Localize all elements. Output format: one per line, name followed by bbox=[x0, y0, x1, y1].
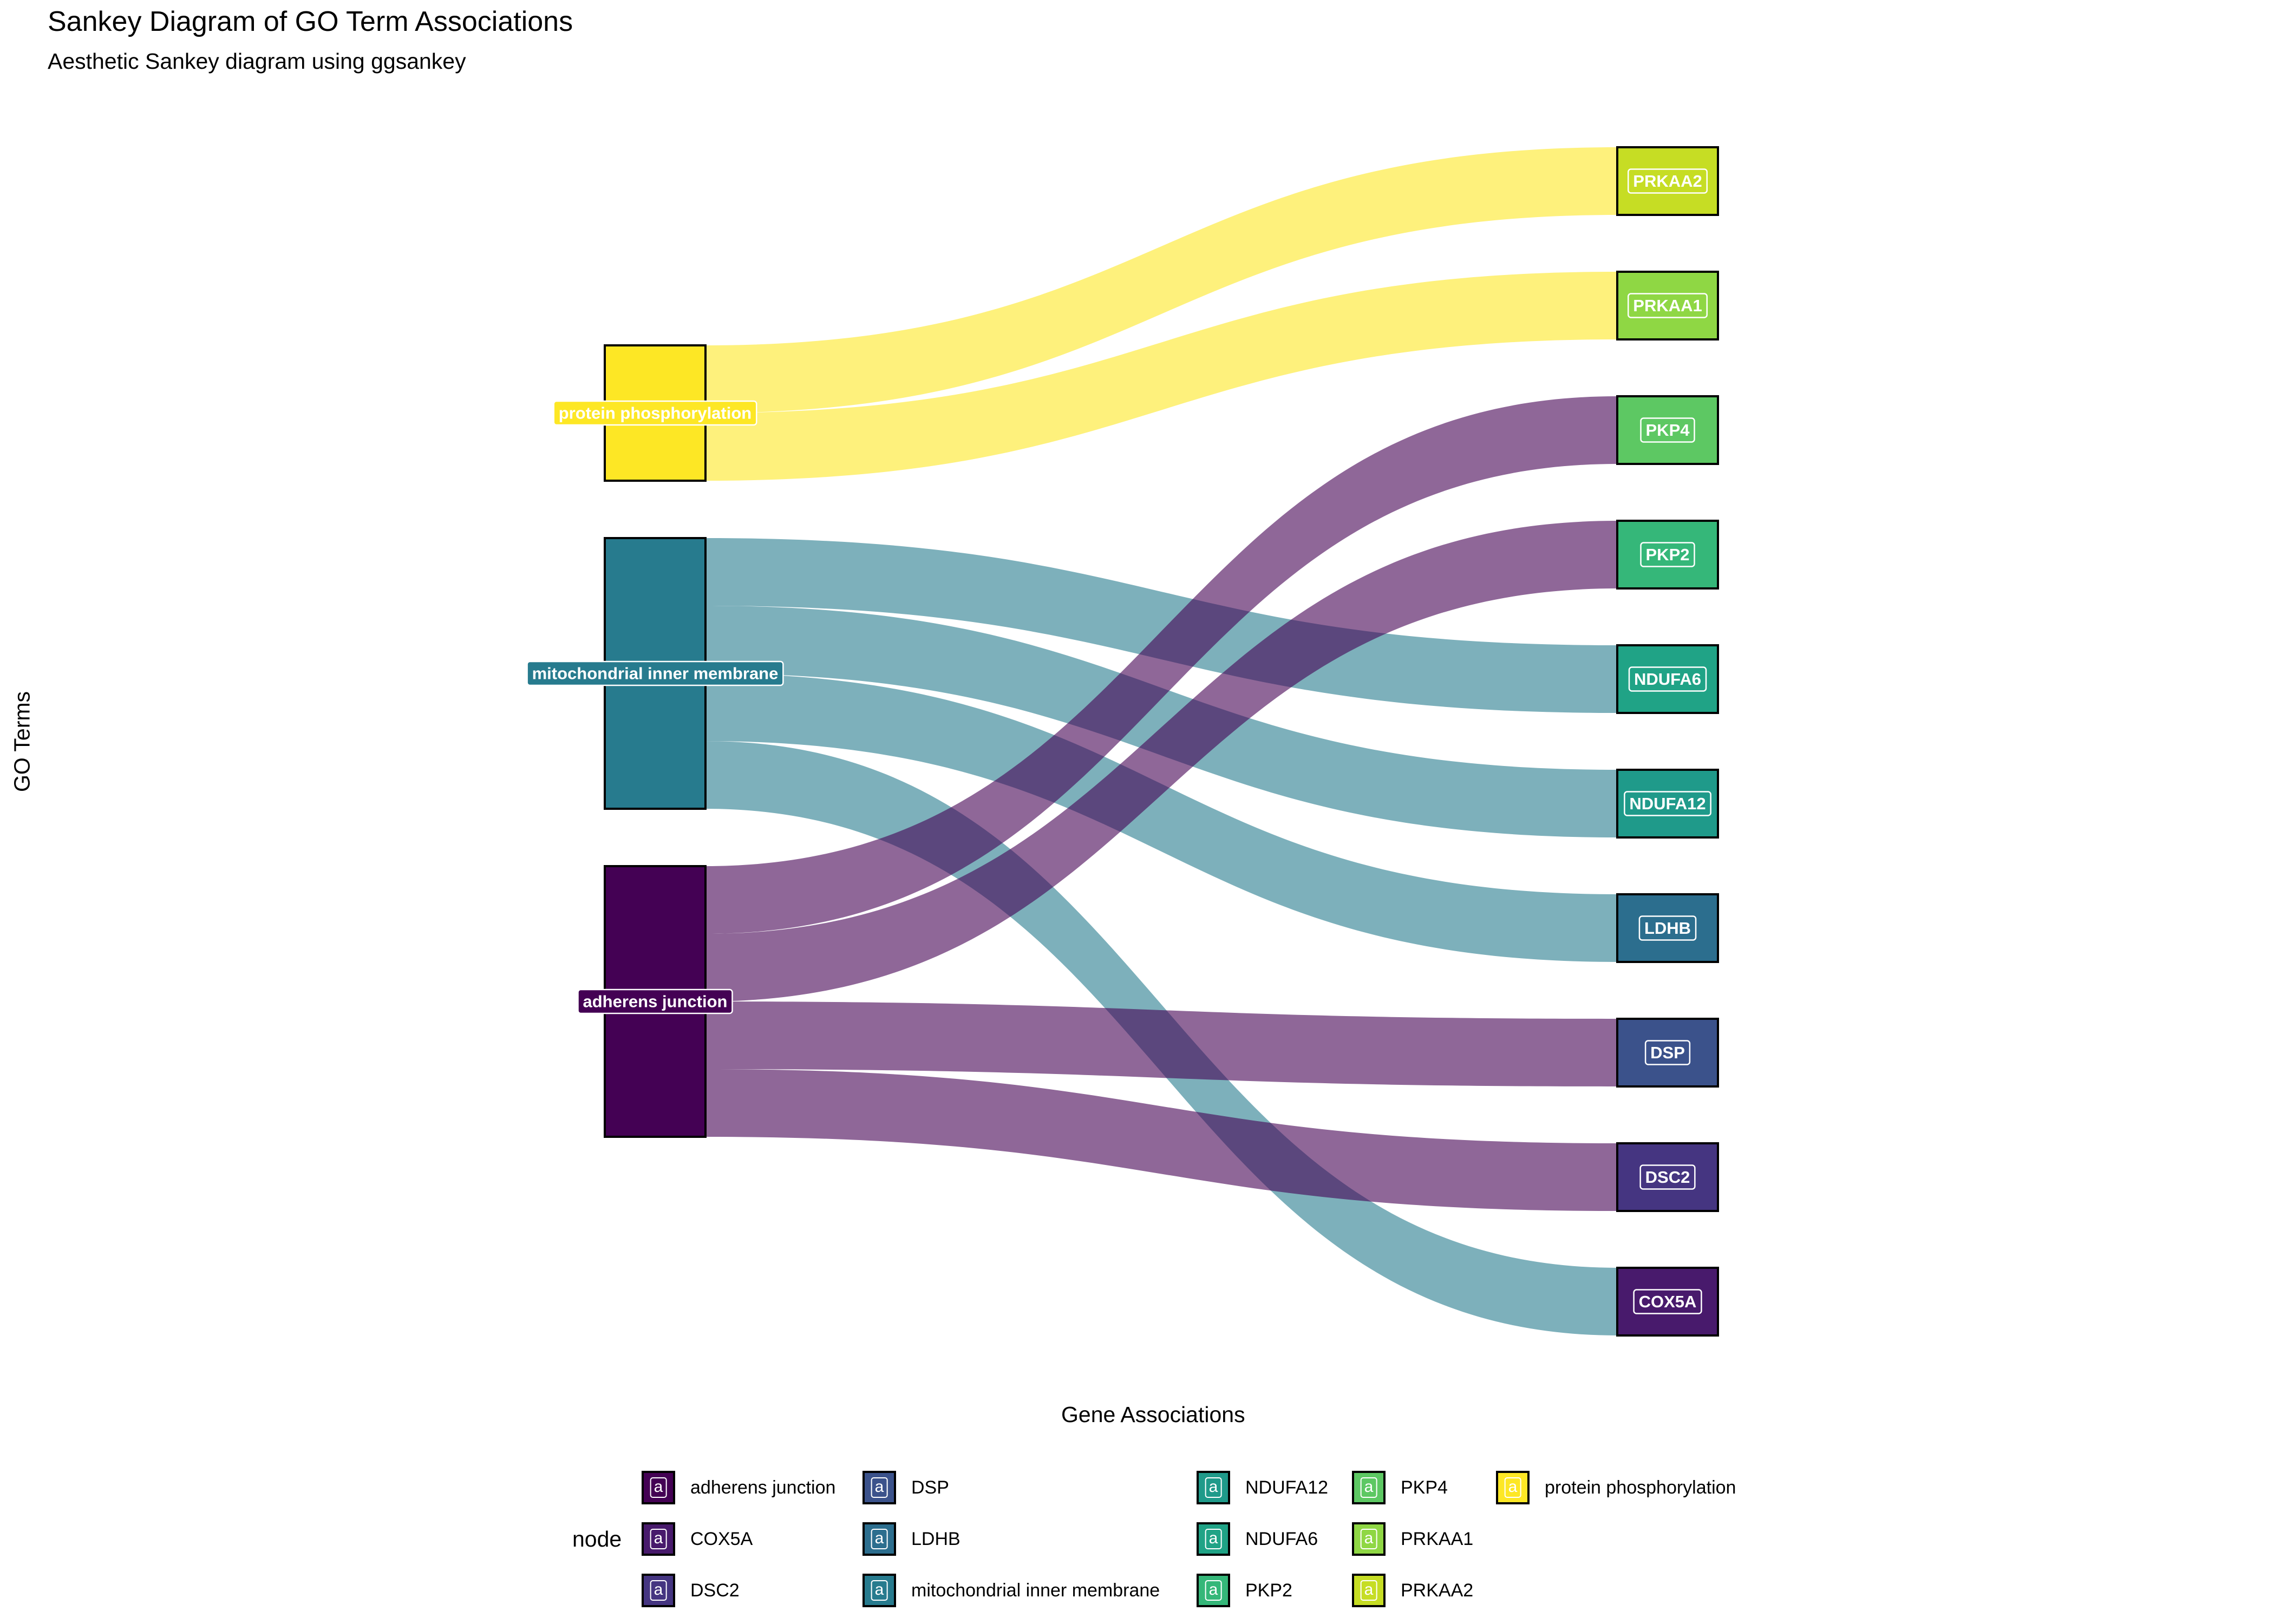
flow-adherens-junction-to-dsp bbox=[705, 1001, 1617, 1086]
legend-item-pkp2: a PKP2 bbox=[1197, 1571, 1292, 1609]
legend-key-swatch: a bbox=[1496, 1471, 1530, 1504]
node-label-cox5a: COX5A bbox=[1633, 1289, 1702, 1314]
svg-text:COX5A: COX5A bbox=[1639, 1292, 1697, 1311]
legend-item-adherens-junction: a adherens junction bbox=[642, 1469, 835, 1507]
legend-label: DSC2 bbox=[690, 1580, 740, 1601]
legend-key-swatch: a bbox=[862, 1522, 896, 1556]
flow-mitochondrial-inner-membrane-to-ndufa6 bbox=[705, 538, 1617, 713]
legend-key-swatch: a bbox=[862, 1574, 896, 1607]
node-label-pkp4: PKP4 bbox=[1640, 417, 1695, 443]
legend-key-swatch: a bbox=[642, 1522, 675, 1556]
legend-key-swatch: a bbox=[1197, 1522, 1230, 1556]
legend-label: DSP bbox=[911, 1477, 949, 1498]
legend-label: PRKAA1 bbox=[1401, 1528, 1474, 1549]
legend-label: PKP4 bbox=[1401, 1477, 1448, 1498]
legend-label: NDUFA6 bbox=[1245, 1528, 1318, 1549]
legend-key-glyph: a bbox=[1360, 1529, 1377, 1549]
node-labels: protein phosphorylation mitochondrial inn… bbox=[526, 168, 1711, 1314]
node-label-adherens-junction: adherens junction bbox=[577, 988, 733, 1014]
legend-key-glyph: a bbox=[1360, 1477, 1377, 1498]
node-label-protein-phosphorylation: protein phosphorylation bbox=[553, 400, 757, 426]
legend-key-swatch: a bbox=[1197, 1574, 1230, 1607]
legend-label: adherens junction bbox=[690, 1477, 836, 1498]
node-label-ndufa12: NDUFA12 bbox=[1624, 791, 1711, 816]
legend-key-glyph: a bbox=[650, 1580, 667, 1601]
flow-mitochondrial-inner-membrane-to-ldhb bbox=[705, 673, 1617, 962]
svg-text:PKP2: PKP2 bbox=[1646, 545, 1690, 564]
legend-key-glyph: a bbox=[871, 1580, 888, 1601]
legend-key-glyph: a bbox=[871, 1529, 888, 1549]
legend-key-swatch: a bbox=[1352, 1574, 1386, 1607]
flow-adherens-junction-to-dsc2 bbox=[705, 1069, 1617, 1211]
legend-item-dsc2: a DSC2 bbox=[642, 1571, 740, 1609]
flow-mitochondrial-inner-membrane-to-ndufa12 bbox=[705, 606, 1617, 837]
flow-adherens-junction-to-pkp2 bbox=[705, 521, 1617, 1001]
x-axis-title: Gene Associations bbox=[1061, 1402, 1245, 1427]
legend-key-swatch: a bbox=[1352, 1471, 1386, 1504]
legend-title: node bbox=[572, 1527, 622, 1551]
legend-item-ldhb: a LDHB bbox=[862, 1520, 960, 1558]
svg-text:NDUFA12: NDUFA12 bbox=[1629, 794, 1706, 813]
flow-protein-phosphorylation-to-prkaa2 bbox=[705, 147, 1617, 413]
legend-label: protein phosphorylation bbox=[1545, 1477, 1736, 1498]
node-label-ndufa6: NDUFA6 bbox=[1628, 666, 1707, 692]
legend-key-glyph: a bbox=[1205, 1580, 1222, 1601]
legend-label: NDUFA12 bbox=[1245, 1477, 1329, 1498]
legend-key-swatch: a bbox=[1352, 1522, 1386, 1556]
legend-item-ndufa12: a NDUFA12 bbox=[1197, 1469, 1328, 1507]
legend-item-prkaa1: a PRKAA1 bbox=[1352, 1520, 1473, 1558]
legend-key-swatch: a bbox=[642, 1471, 675, 1504]
legend-key-glyph: a bbox=[650, 1529, 667, 1549]
legend-item-mitochondrial-inner-membrane: a mitochondrial inner membrane bbox=[862, 1571, 1160, 1609]
svg-text:protein phosphorylation: protein phosphorylation bbox=[559, 404, 752, 423]
node-label-ldhb: LDHB bbox=[1638, 915, 1697, 941]
legend-key-swatch: a bbox=[862, 1471, 896, 1504]
legend-key-glyph: a bbox=[1205, 1477, 1222, 1498]
legend-key-glyph: a bbox=[871, 1477, 888, 1498]
node-label-dsp: DSP bbox=[1644, 1040, 1691, 1065]
svg-text:LDHB: LDHB bbox=[1644, 919, 1691, 938]
legend-item-pkp4: a PKP4 bbox=[1352, 1469, 1448, 1507]
svg-text:DSC2: DSC2 bbox=[1645, 1168, 1690, 1187]
svg-text:NDUFA6: NDUFA6 bbox=[1634, 670, 1701, 689]
legend-label: PRKAA2 bbox=[1401, 1580, 1474, 1601]
plot-subtitle: Aesthetic Sankey diagram using ggsankey bbox=[48, 49, 466, 74]
legend-item-prkaa2: a PRKAA2 bbox=[1352, 1571, 1473, 1609]
legend-key-glyph: a bbox=[1504, 1477, 1521, 1498]
legend-label: LDHB bbox=[911, 1528, 960, 1549]
svg-text:mitochondrial inner membrane: mitochondrial inner membrane bbox=[532, 664, 779, 683]
flow-protein-phosphorylation-to-prkaa1 bbox=[705, 272, 1617, 481]
legend-key-swatch: a bbox=[642, 1574, 675, 1607]
node-label-prkaa2: PRKAA2 bbox=[1628, 168, 1708, 194]
y-axis-title: GO Terms bbox=[9, 691, 35, 793]
legend-item-ndufa6: a NDUFA6 bbox=[1197, 1520, 1318, 1558]
legend-key-glyph: a bbox=[650, 1477, 667, 1498]
legend-key-glyph: a bbox=[1360, 1580, 1377, 1601]
flows bbox=[705, 147, 1617, 1335]
plot-title: Sankey Diagram of GO Term Associations bbox=[48, 6, 573, 37]
legend-label: PKP2 bbox=[1245, 1580, 1292, 1601]
flow-adherens-junction-to-pkp4 bbox=[705, 396, 1617, 934]
svg-text:PRKAA2: PRKAA2 bbox=[1633, 172, 1702, 191]
svg-text:PKP4: PKP4 bbox=[1646, 421, 1690, 440]
node-label-pkp2: PKP2 bbox=[1640, 542, 1695, 567]
legend-label: COX5A bbox=[690, 1528, 753, 1549]
legend-item-cox5a: a COX5A bbox=[642, 1520, 753, 1558]
legend-key-swatch: a bbox=[1197, 1471, 1230, 1504]
svg-text:adherens junction: adherens junction bbox=[583, 992, 728, 1011]
svg-text:PRKAA1: PRKAA1 bbox=[1633, 296, 1702, 315]
node-label-prkaa1: PRKAA1 bbox=[1628, 293, 1708, 318]
legend-item-protein-phosphorylation: a protein phosphorylation bbox=[1496, 1469, 1736, 1507]
legend-key-glyph: a bbox=[1205, 1529, 1222, 1549]
legend-label: mitochondrial inner membrane bbox=[911, 1580, 1160, 1601]
svg-text:DSP: DSP bbox=[1650, 1043, 1685, 1062]
legend-item-dsp: a DSP bbox=[862, 1469, 949, 1507]
node-label-mitochondrial-inner-membrane: mitochondrial inner membrane bbox=[526, 660, 784, 686]
node-label-dsc2: DSC2 bbox=[1639, 1164, 1696, 1190]
